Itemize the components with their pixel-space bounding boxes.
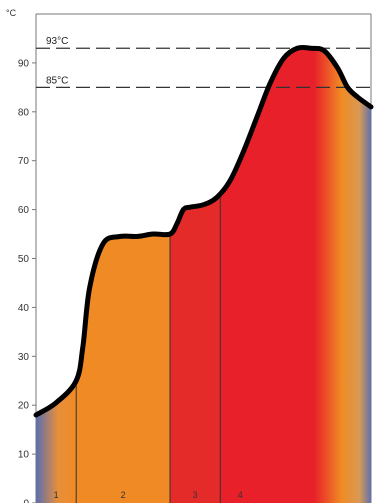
y-tick-label-50: 50 <box>18 254 30 265</box>
y-tick-label-90: 90 <box>18 58 30 69</box>
y-tick-label-0: 0 <box>23 499 29 503</box>
y-tick-label-20: 20 <box>18 401 30 412</box>
zone-fill-4 <box>220 47 371 503</box>
y-tick-label-30: 30 <box>18 352 30 363</box>
zone-label-3: 3 <box>193 490 198 500</box>
zone-labels: 1 2 3 4 <box>54 490 243 500</box>
y-tick-label-70: 70 <box>18 156 30 167</box>
y-tick-label-40: 40 <box>18 303 30 314</box>
y-tick-label-10: 10 <box>18 450 30 461</box>
y-axis-ticks: 0 10 20 30 40 50 60 70 80 90 <box>18 58 36 503</box>
zone-fill-3 <box>170 47 221 503</box>
reference-line-label-93: 93°C <box>46 36 68 47</box>
zone-fill-2 <box>76 47 171 503</box>
reference-lines: 93°C 85°C <box>36 36 371 88</box>
zone-fills <box>36 47 371 503</box>
zone-dividers <box>75 193 221 503</box>
zone-label-1: 1 <box>54 490 59 500</box>
zone-label-4: 4 <box>238 490 243 500</box>
y-axis-unit-label: °C <box>6 8 17 18</box>
zone-label-2: 2 <box>121 490 126 500</box>
reference-line-label-85: 85°C <box>46 75 68 86</box>
y-tick-label-60: 60 <box>18 205 30 216</box>
y-tick-label-80: 80 <box>18 107 30 118</box>
temperature-curve <box>33 44 374 418</box>
